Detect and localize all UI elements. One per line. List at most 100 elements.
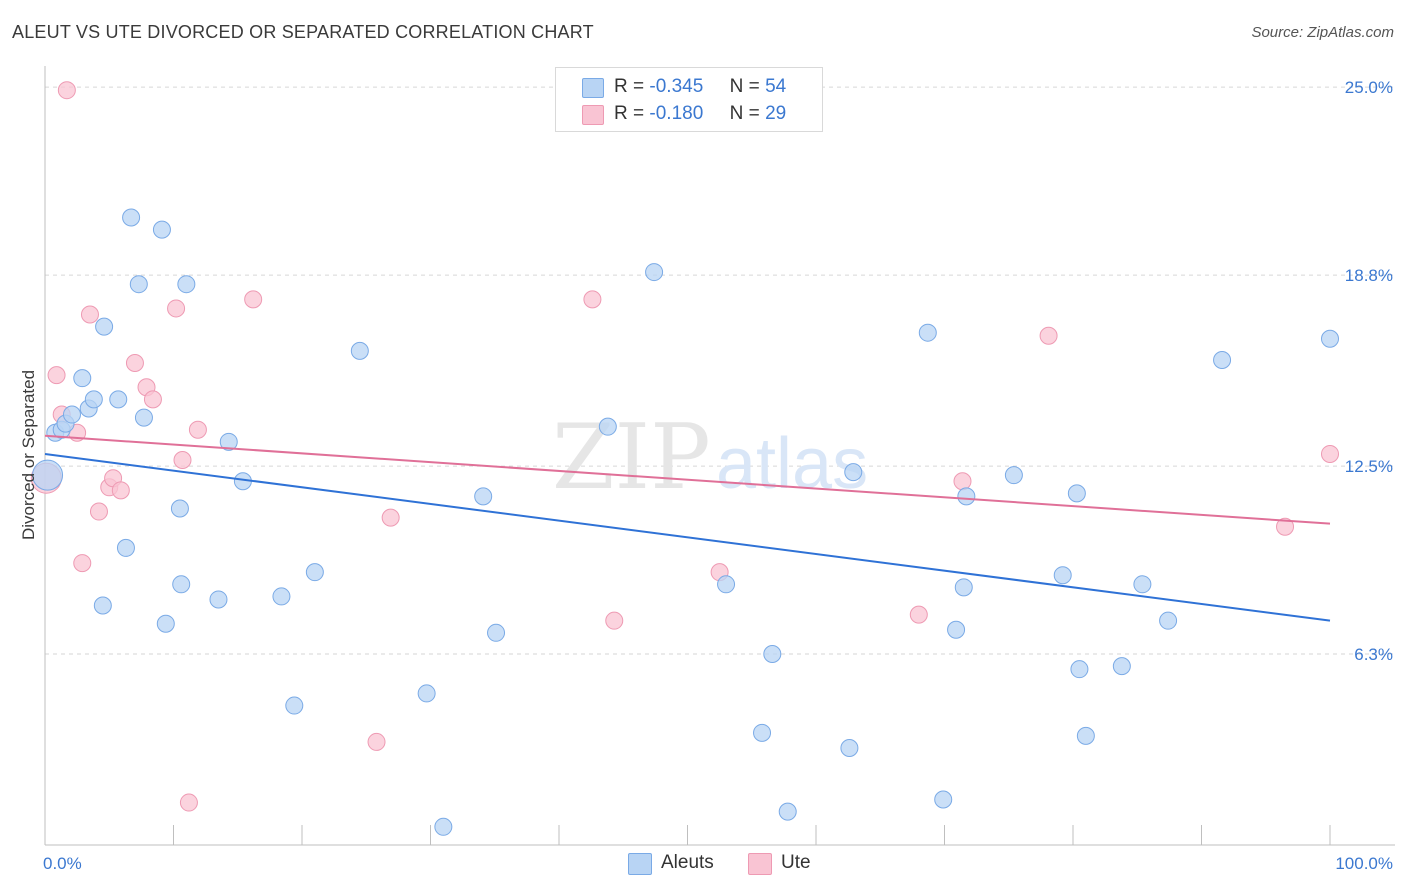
y-tick-label: 18.8% <box>1345 266 1393 285</box>
source-label: Source: ZipAtlas.com <box>1251 24 1394 41</box>
aleut-trend-line <box>44 452 1331 622</box>
aleut-point <box>95 317 114 336</box>
aleut-point <box>487 623 506 642</box>
ute-points <box>30 81 1339 812</box>
ute-point <box>1276 517 1295 536</box>
stats-legend: R = -0.345 N = 54 R = -0.180 N = 29 <box>555 67 823 132</box>
ute-point <box>367 732 386 751</box>
aleut-point <box>122 208 141 227</box>
aleut-point <box>170 499 189 518</box>
aleut-point <box>84 390 103 409</box>
aleut-point <box>305 563 324 582</box>
aleut-point <box>753 723 772 742</box>
aleut-point <box>954 578 973 597</box>
aleut-point <box>474 487 493 506</box>
ute-trend-line <box>44 434 1331 525</box>
ute-point <box>143 390 162 409</box>
legend-n-label: N = <box>729 76 760 97</box>
legend-n-label: N = <box>729 103 760 124</box>
ute-point <box>89 502 108 521</box>
aleut-point <box>1004 466 1023 485</box>
ute-point <box>381 508 400 527</box>
ute-point <box>909 605 928 624</box>
aleut-point <box>350 341 369 360</box>
aleut-point <box>93 596 112 615</box>
aleut-point <box>778 802 797 821</box>
aleut-point <box>1053 566 1072 585</box>
aleut-point <box>717 575 736 594</box>
aleut-point <box>1076 726 1095 745</box>
ute-point <box>111 481 130 500</box>
ute-point <box>188 420 207 439</box>
aleut-point <box>1321 329 1339 348</box>
ute-point <box>244 290 263 309</box>
ute-point <box>583 290 602 309</box>
aleut-point <box>1133 575 1152 594</box>
aleut-point <box>957 487 976 506</box>
aleut-points <box>32 208 1339 836</box>
aleut-point <box>73 369 92 388</box>
aleut-point <box>62 405 81 424</box>
ute-point <box>47 366 66 385</box>
aleut-point <box>1067 484 1086 503</box>
aleut-point <box>1159 611 1178 630</box>
ute-point <box>1321 444 1339 463</box>
ute-point <box>953 472 972 491</box>
ute-point <box>173 451 192 470</box>
chart-title: ALEUT VS UTE DIVORCED OR SEPARATED CORRE… <box>12 22 594 42</box>
aleuts-swatch-icon <box>582 78 604 98</box>
y-axis-label: Divorced or Separated <box>19 370 38 540</box>
aleut-point <box>272 587 291 606</box>
aleut-point <box>645 263 664 282</box>
ute-point <box>605 611 624 630</box>
aleut-point <box>844 463 863 482</box>
aleut-point <box>152 220 171 239</box>
ute-point <box>73 554 92 573</box>
legend-n-value: 54 <box>765 76 787 97</box>
aleut-point <box>134 408 153 427</box>
aleut-point <box>840 738 859 757</box>
aleut-point <box>934 790 953 809</box>
watermark-atlas: atlas <box>716 424 868 504</box>
ute-swatch-icon <box>582 105 604 125</box>
aleut-point <box>918 323 937 342</box>
ute-point <box>125 354 144 373</box>
aleut-point <box>116 538 135 557</box>
trend-lines <box>44 434 1331 622</box>
aleut-point <box>109 390 128 409</box>
ute-legend-icon <box>748 853 772 875</box>
x-tick-label: 100.0% <box>1335 854 1393 873</box>
tick-labels: 6.3% 12.5% 18.8% 25.0% 0.0% 100.0% <box>43 78 1393 873</box>
watermark: ZIP atlas <box>552 405 868 510</box>
aleut-point <box>1112 657 1131 676</box>
aleut-point <box>947 620 966 639</box>
legend-label-ute: Ute <box>781 852 811 873</box>
aleut-point <box>1070 660 1089 679</box>
aleut-point <box>129 275 148 294</box>
ute-point <box>80 305 99 324</box>
aleut-point <box>763 645 782 664</box>
aleut-point <box>598 417 617 436</box>
axes <box>44 66 1395 846</box>
ute-point <box>1039 326 1058 345</box>
aleut-point <box>1213 350 1232 369</box>
y-tick-label: 12.5% <box>1345 457 1393 476</box>
watermark-zip: ZIP <box>552 405 711 510</box>
aleut-point <box>417 684 436 703</box>
series-legend: Aleuts Ute <box>0 852 1406 878</box>
aleut-point <box>285 696 304 715</box>
legend-r-value: -0.180 <box>649 103 704 124</box>
aleut-point <box>156 614 175 633</box>
legend-r-label: R = <box>614 103 645 124</box>
aleut-point <box>177 275 196 294</box>
x-tick-label: 0.0% <box>43 854 82 873</box>
aleut-point <box>434 817 453 836</box>
ute-point <box>167 299 186 318</box>
legend-label-aleuts: Aleuts <box>661 852 714 873</box>
aleut-point <box>209 590 228 609</box>
legend-r-label: R = <box>614 76 645 97</box>
aleut-point <box>32 459 64 491</box>
aleut-point <box>172 575 191 594</box>
aleut-point <box>219 432 238 451</box>
